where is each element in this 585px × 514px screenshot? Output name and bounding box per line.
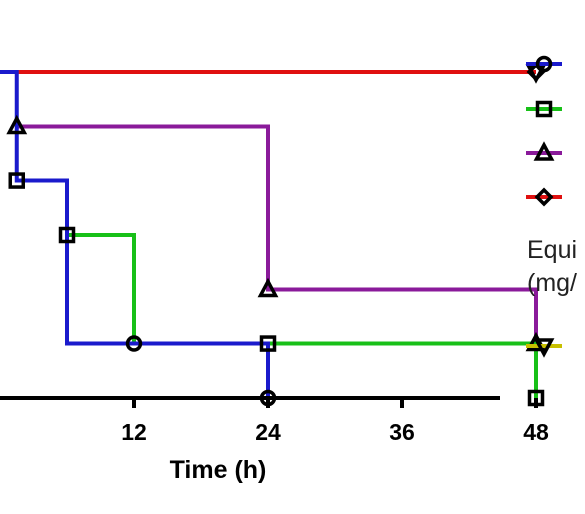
x-axis-title: Time (h)	[170, 456, 267, 484]
x-tick-label-24: 24	[255, 419, 281, 445]
series-3-point-2	[257, 277, 279, 298]
legend-entry-2-marker	[535, 100, 553, 118]
legend	[526, 55, 562, 358]
x-tick-label-48: 48	[523, 419, 549, 445]
series-3-point-1	[6, 114, 28, 135]
legend-entry-4-marker	[534, 187, 554, 207]
legend-heading-line-1: Equi	[527, 236, 577, 264]
series-2-point-2	[58, 226, 76, 244]
series-1-line	[0, 70, 270, 398]
x-tick-label-12: 12	[121, 419, 147, 445]
x-axis-ticks: 12 24 36 48	[121, 398, 549, 445]
legend-entry-5-marker	[533, 338, 555, 358]
legend-entry-3-marker	[533, 141, 555, 161]
series-1-point-1	[125, 335, 143, 352]
series-2-point-3	[259, 335, 277, 352]
x-tick-label-36: 36	[389, 419, 415, 445]
legend-heading-line-2: (mg/	[527, 269, 577, 297]
series-2-point-1	[8, 172, 25, 189]
legend-entry-1-marker	[535, 55, 553, 73]
plot-area	[0, 62, 547, 407]
series-3-line	[16, 124, 538, 344]
